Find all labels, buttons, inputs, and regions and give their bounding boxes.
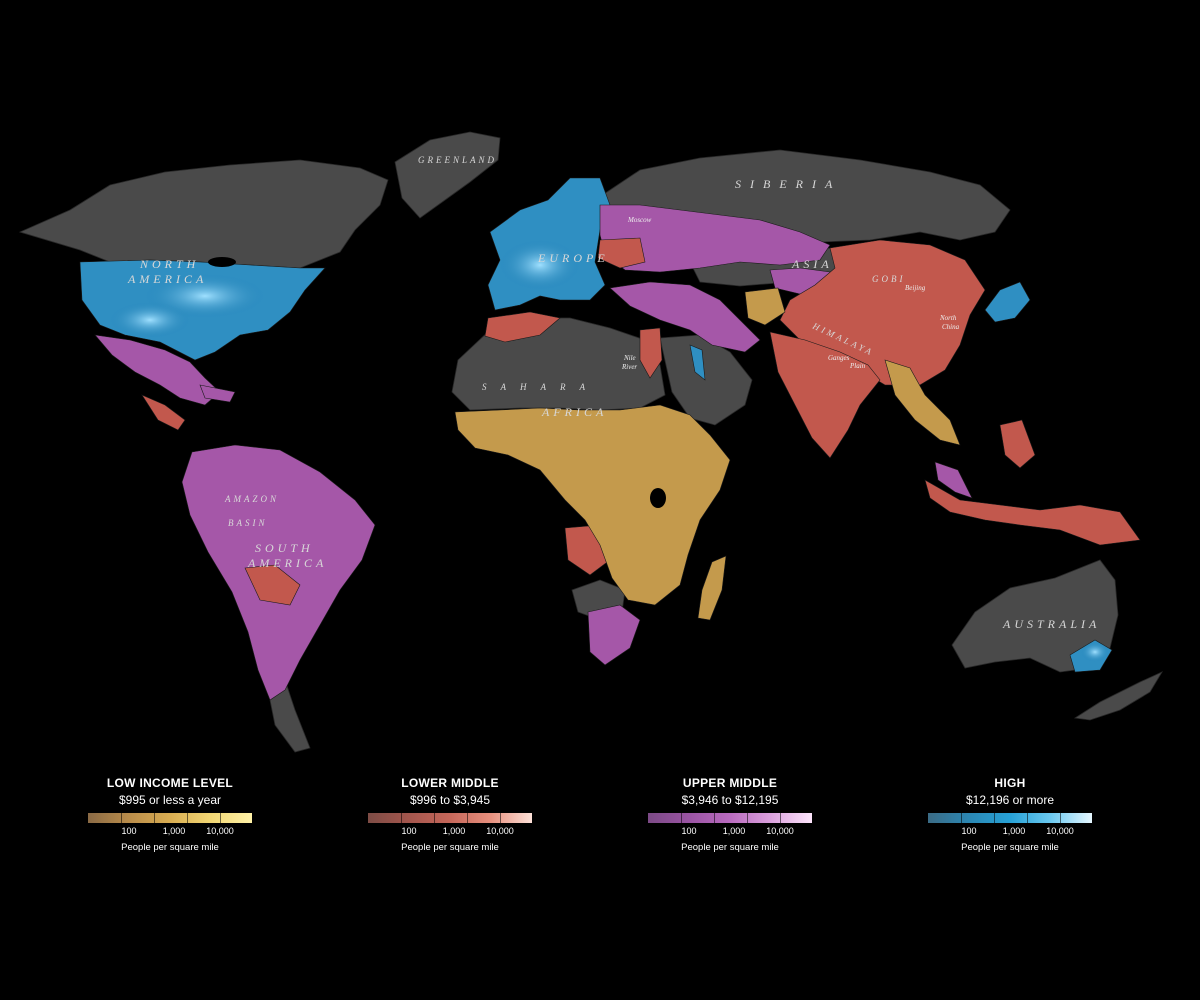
legend-color-bar	[368, 813, 532, 823]
legend-high: HIGH $12,196 or more 100 1,000 10,000 Pe…	[925, 776, 1095, 853]
lakes	[208, 257, 666, 508]
legend-tick: 100	[121, 826, 137, 836]
legend-upper-middle: UPPER MIDDLE $3,946 to $12,195 100 1,000…	[645, 776, 815, 853]
turkey-iran-region	[609, 281, 761, 353]
legend-tick: 1,000	[722, 826, 746, 836]
legend-tick: 10,000	[1046, 826, 1074, 836]
label-africa: AFRICA	[541, 405, 607, 419]
legend-tick: 100	[961, 826, 977, 836]
legend-ticks: 100 1,000 10,000	[88, 826, 252, 840]
legend-range: $995 or less a year	[118, 793, 222, 807]
legend-title: LOWER MIDDLE	[401, 776, 499, 790]
label-asia: ASIA	[791, 257, 833, 271]
legend-tick: 10,000	[486, 826, 514, 836]
legend-color-bar	[928, 813, 1092, 823]
legend-title: UPPER MIDDLE	[682, 776, 778, 790]
label-america: AMERICA	[127, 272, 207, 286]
label-ganges-2: Plain	[849, 362, 866, 370]
label-beijing: Beijing	[905, 284, 926, 292]
label-amazon: AMAZON	[224, 494, 279, 504]
sub-saharan-africa-region	[454, 404, 731, 606]
new-zealand-region	[1073, 671, 1164, 721]
myanmar-region	[884, 359, 961, 446]
legend-unit: People per square mile	[401, 842, 499, 853]
legend-unit: People per square mile	[961, 842, 1059, 853]
greenland-region	[394, 131, 501, 219]
legend-tick: 100	[401, 826, 417, 836]
label-south: SOUTH	[255, 541, 314, 555]
australia-region	[951, 559, 1119, 673]
legend-range: $12,196 or more	[965, 793, 1055, 807]
india-region	[769, 331, 881, 459]
legend-color-bar	[88, 813, 252, 823]
south-africa-region	[587, 604, 641, 666]
gulf-high-region	[689, 344, 706, 381]
madagascar-region	[697, 555, 727, 621]
label-north: NORTH	[139, 257, 199, 271]
legend-low-income: LOW INCOME LEVEL $995 or less a year 100…	[85, 776, 255, 853]
legend-title: HIGH	[994, 776, 1026, 790]
legend-ticks: 100 1,000 10,000	[648, 826, 812, 840]
caribbean-region	[199, 384, 236, 403]
canada-region	[18, 159, 389, 269]
label-basin: BASIN	[228, 518, 268, 528]
egypt-nile-region	[639, 327, 663, 379]
japan-korea-region	[984, 281, 1031, 323]
label-south-america: AMERICA	[247, 556, 327, 570]
ukraine-region	[597, 237, 646, 269]
label-sahara: SAHARA	[482, 382, 599, 392]
label-australia: AUSTRALIA	[1002, 617, 1100, 631]
legend-tick: 1,000	[1002, 826, 1026, 836]
philippines-region	[999, 419, 1036, 469]
legend-tick: 100	[681, 826, 697, 836]
legend-tick: 1,000	[442, 826, 466, 836]
legend-color-bar	[648, 813, 812, 823]
central-america-region	[141, 394, 186, 431]
label-nile-1: Nile	[623, 354, 636, 362]
legend-ticks: 100 1,000 10,000	[928, 826, 1092, 840]
label-gobi: GOBI	[872, 274, 906, 284]
indonesia-region	[924, 479, 1141, 546]
city-lights	[110, 240, 1109, 662]
label-greenland: GREENLAND	[418, 155, 497, 165]
bolivia-region	[244, 564, 301, 606]
label-moscow: Moscow	[627, 216, 652, 224]
malaysia-region	[934, 461, 973, 499]
legend-range: $3,946 to $12,195	[681, 793, 779, 807]
legend-range: $996 to $3,945	[409, 793, 491, 807]
north-africa-coast-region	[484, 311, 561, 343]
label-north-china-2: China	[942, 323, 960, 331]
legend-lower-middle: LOWER MIDDLE $996 to $3,945 100 1,000 10…	[365, 776, 535, 853]
legend-tick: 10,000	[206, 826, 234, 836]
afghanistan-region	[744, 287, 786, 326]
legend-tick: 10,000	[766, 826, 794, 836]
legend-ticks: 100 1,000 10,000	[368, 826, 532, 840]
legend-unit: People per square mile	[121, 842, 219, 853]
label-nile-2: River	[621, 363, 637, 371]
legend-tick: 1,000	[162, 826, 186, 836]
lower-middle-regions	[141, 237, 1141, 606]
legend-title: LOW INCOME LEVEL	[106, 776, 234, 790]
label-siberia: SIBERIA	[735, 177, 841, 191]
label-europe: EUROPE	[537, 251, 609, 265]
label-north-china-1: North	[939, 314, 957, 322]
low-income-regions	[454, 287, 961, 621]
legend-unit: People per square mile	[681, 842, 779, 853]
label-ganges-1: Ganges	[828, 354, 850, 362]
world-map: GREENLAND SIBERIA NORTH AMERICA EUROPE A…	[18, 131, 1164, 753]
